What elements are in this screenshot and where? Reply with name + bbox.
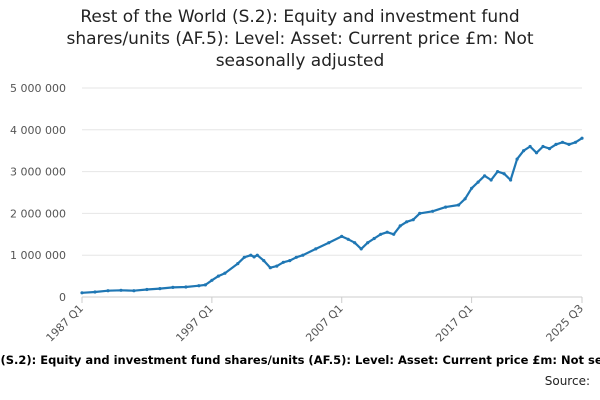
gridlines [82,87,582,256]
data-point[interactable] [528,144,532,149]
data-point[interactable] [444,205,448,209]
data-point[interactable] [223,271,227,275]
data-point[interactable] [346,237,350,241]
data-point[interactable] [242,255,246,259]
data-point[interactable] [119,288,123,292]
x-tick-label: 1997 Q1 [173,302,216,345]
data-point[interactable] [398,224,402,228]
x-tick-label: 2025 Q3 [544,302,587,345]
data-point[interactable] [522,149,526,153]
series-line [80,137,584,294]
x-tick-label: 2017 Q1 [433,302,476,345]
data-point[interactable] [268,266,272,270]
data-point[interactable] [372,236,376,241]
data-point[interactable] [560,140,565,144]
x-tick-label: 1987 Q1 [44,302,87,345]
data-point[interactable] [301,253,305,257]
data-point[interactable] [145,287,149,292]
y-tick-label: 3 000 000 [10,166,66,179]
data-point[interactable] [252,255,256,259]
data-point[interactable] [405,220,409,224]
data-point[interactable] [470,186,474,190]
data-point[interactable] [327,241,331,245]
data-point[interactable] [93,290,97,294]
y-tick-label: 0 [59,291,66,304]
data-point[interactable] [483,174,487,178]
data-point[interactable] [554,142,558,146]
chart-caption: Rest of the World (S.2): Equity and inve… [0,353,600,373]
data-point[interactable] [411,218,415,222]
chart-title: Rest of the World (S.2): Equity and inve… [66,7,534,71]
data-point[interactable] [366,241,370,245]
data-point[interactable] [203,283,207,287]
data-point[interactable] [509,178,513,182]
data-point[interactable] [281,260,285,264]
data-point[interactable] [106,289,110,293]
data-point[interactable] [80,291,84,295]
data-point[interactable] [502,172,506,176]
data-point[interactable] [476,180,480,184]
y-tick-label: 2 000 000 [10,207,66,220]
y-tick-label: 5 000 000 [10,82,66,95]
data-point[interactable] [515,157,519,161]
data-point[interactable] [580,136,584,140]
x-tick-label: 2007 Q1 [303,302,346,345]
data-point[interactable] [489,178,493,182]
data-point[interactable] [567,142,571,146]
data-point[interactable] [573,140,578,144]
chart-caption-text: Rest of the World (S.2): Equity and inve… [0,353,600,367]
data-point[interactable] [294,255,298,259]
data-point[interactable] [534,151,539,155]
data-point[interactable] [463,197,467,201]
data-point[interactable] [262,259,266,263]
data-point[interactable] [547,147,552,151]
data-point[interactable] [288,259,292,263]
data-point[interactable] [216,274,220,278]
data-point[interactable] [171,285,175,289]
data-point[interactable] [184,285,188,289]
data-point[interactable] [255,253,259,257]
y-tick-label: 1 000 000 [10,249,66,262]
data-point[interactable] [158,287,162,291]
data-point[interactable] [379,232,383,236]
data-point[interactable] [314,247,318,251]
x-axis-tick-labels: 1987 Q1 1997 Q1 2007 Q1 2017 Q1 2025 Q3 [44,297,587,345]
data-point[interactable] [132,289,136,293]
data-point[interactable] [275,264,279,268]
data-point[interactable] [340,234,344,238]
data-point[interactable] [541,144,545,149]
y-axis-tick-labels: 0 1 000 000 2 000 000 3 000 000 4 000 000 5 0… [10,82,66,304]
data-point[interactable] [210,278,214,282]
data-point[interactable] [249,253,253,257]
series-layer [80,136,584,295]
source-label: Source: [544,374,590,388]
data-point[interactable] [457,203,461,207]
data-point[interactable] [392,232,396,236]
y-tick-label: 4 000 000 [10,124,66,137]
data-point[interactable] [418,211,422,215]
data-point[interactable] [431,209,435,213]
data-point[interactable] [385,230,389,234]
data-point[interactable] [353,241,357,245]
data-point[interactable] [197,284,201,288]
data-point[interactable] [236,262,240,266]
data-point[interactable] [496,170,500,174]
data-point[interactable] [359,247,363,251]
